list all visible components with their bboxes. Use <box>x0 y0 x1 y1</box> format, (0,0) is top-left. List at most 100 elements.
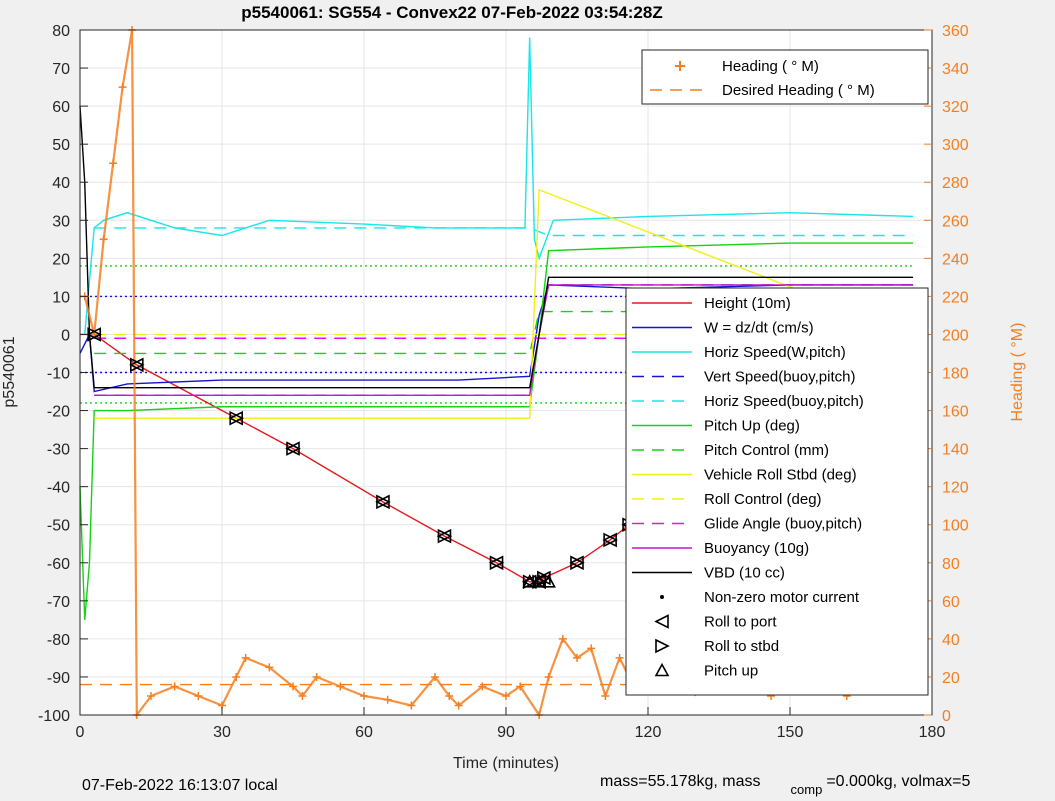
roll-to-stbd-marker <box>87 327 102 342</box>
legend-heading: Heading ( ° M) Desired Heading ( ° M) <box>641 49 929 105</box>
y2-tick-label: 120 <box>942 480 969 497</box>
y2-tick-label: 140 <box>942 442 969 459</box>
x-tick-label: 60 <box>355 724 373 741</box>
heading-point <box>454 701 463 710</box>
y2-tick-label: 40 <box>942 632 960 649</box>
y-tick-label: 20 <box>52 251 70 268</box>
legend-label: W = dz/dt (cm/s) <box>704 320 814 337</box>
roll-to-stbd-marker <box>603 532 618 548</box>
x-tick-label: 150 <box>777 724 804 741</box>
legend-label: Horiz Speed(W,pitch) <box>704 344 846 361</box>
legend-swatch <box>654 614 669 629</box>
y2-tick-label: 0 <box>942 708 951 725</box>
y2-tick-label: 360 <box>942 23 969 40</box>
legend-label: Non-zero motor current <box>704 589 860 606</box>
legend-label: Roll to stbd <box>704 638 779 655</box>
heading-point <box>194 691 203 700</box>
y2-tick-label: 160 <box>942 404 969 421</box>
x-axis: 0 30 60 90 120 150 180 <box>76 707 945 741</box>
y2-tick-label: 260 <box>942 213 969 230</box>
y2-tick-label: 320 <box>942 99 969 116</box>
y-axis-left: 80 70 60 50 40 30 20 10 0 -10 -20 -30 -40 -50 -60 -70 -8… <box>38 23 88 725</box>
y-tick-label: 0 <box>61 327 70 344</box>
y-tick-label: -70 <box>47 594 70 611</box>
legend-label: Heading ( ° M) <box>722 58 819 75</box>
y2-tick-label: 200 <box>942 327 969 344</box>
legend-swatch <box>655 638 670 654</box>
y-tick-label: -100 <box>38 708 70 725</box>
heading-point <box>601 691 610 700</box>
heading-point <box>587 644 596 653</box>
heading-point <box>502 691 510 700</box>
footer-left: 07-Feb-2022 16:13:07 local <box>82 777 278 794</box>
y2-axis-label: Heading ( °M) <box>1009 323 1026 422</box>
heading-point <box>170 682 179 691</box>
x-tick-label: 30 <box>213 724 231 741</box>
roll-to-stbd-marker <box>376 494 391 510</box>
legend-label: Roll Control (deg) <box>704 491 822 508</box>
legend-label: Pitch Control (mm) <box>704 442 829 459</box>
heading-point <box>265 663 274 672</box>
heading-point <box>516 682 525 691</box>
heading-point <box>312 672 321 681</box>
y-tick-label: 10 <box>52 289 70 306</box>
x-tick-label: 0 <box>76 724 85 741</box>
heading-point <box>232 672 241 681</box>
y2-tick-label: 240 <box>942 251 969 268</box>
y-tick-label: 60 <box>52 99 70 116</box>
heading-point <box>445 691 454 700</box>
footer-right-b: =0.000kg, volmax=5 <box>826 773 970 790</box>
legend-label: Vert Speed(buoy,pitch) <box>704 369 855 386</box>
legend-swatch <box>654 662 670 677</box>
roll-to-stbd-marker <box>570 555 585 571</box>
y-tick-label: -50 <box>47 518 70 535</box>
y2-tick-label: 340 <box>942 61 969 78</box>
series-pitch-up-deg <box>79 242 914 620</box>
y-tick-label: -60 <box>47 556 70 573</box>
y-tick-label: 30 <box>52 213 70 230</box>
legend-label: Desired Heading ( ° M) <box>722 82 875 99</box>
heading-point <box>118 83 127 92</box>
heading-point <box>544 672 553 681</box>
heading-point <box>478 682 487 691</box>
reference-lines <box>80 265 914 404</box>
chart-title: p5540061: SG554 - Convex22 07-Feb-2022 0… <box>241 3 662 22</box>
y-tick-label: -90 <box>47 670 70 687</box>
legend-label: Pitch up <box>704 663 758 680</box>
y-tick-label: 80 <box>52 23 70 40</box>
heading-point <box>615 653 624 662</box>
legend-swatch <box>660 595 664 599</box>
heading-point <box>99 235 108 244</box>
x-tick-label: 90 <box>497 724 515 741</box>
legend-label: Horiz Speed(buoy,pitch) <box>704 393 864 410</box>
legend-label: Height (10m) <box>704 295 791 312</box>
y-tick-label: -10 <box>47 366 70 383</box>
heading-point <box>147 691 155 700</box>
y-tick-label: -80 <box>47 632 70 649</box>
y2-tick-label: 80 <box>942 556 960 573</box>
legend-main: Height (10m) W = dz/dt (cm/s) Horiz Speed(… <box>625 287 929 696</box>
y-axis-label: p5540061 <box>1 336 18 407</box>
roll-to-stbd-marker <box>522 574 538 590</box>
roll-to-stbd-marker <box>489 555 505 571</box>
heading-point <box>298 691 307 700</box>
legend-label: Vehicle Roll Stbd (deg) <box>704 467 857 484</box>
y-tick-label: -40 <box>47 480 70 497</box>
heading-point <box>241 653 250 662</box>
legend-swatch <box>675 61 685 71</box>
pitch-up-marker <box>531 574 547 588</box>
pitch-up-marker <box>522 574 538 588</box>
y-tick-label: 50 <box>52 137 70 154</box>
heading-point <box>431 672 439 681</box>
heading-point <box>289 682 297 691</box>
pitch-up-marker <box>541 574 556 588</box>
heading-point <box>336 682 345 691</box>
legend-label: VBD (10 cc) <box>704 565 785 582</box>
series-vehicle-roll-stbd-deg <box>94 188 914 419</box>
y2-tick-label: 180 <box>942 366 969 383</box>
y2-tick-label: 20 <box>942 670 960 687</box>
heading-point <box>407 701 416 710</box>
footer-right-sub: comp <box>791 782 823 797</box>
y-axis-right: 3603403203002802602402202001801601401201… <box>924 23 969 725</box>
x-tick-label: 120 <box>635 724 662 741</box>
